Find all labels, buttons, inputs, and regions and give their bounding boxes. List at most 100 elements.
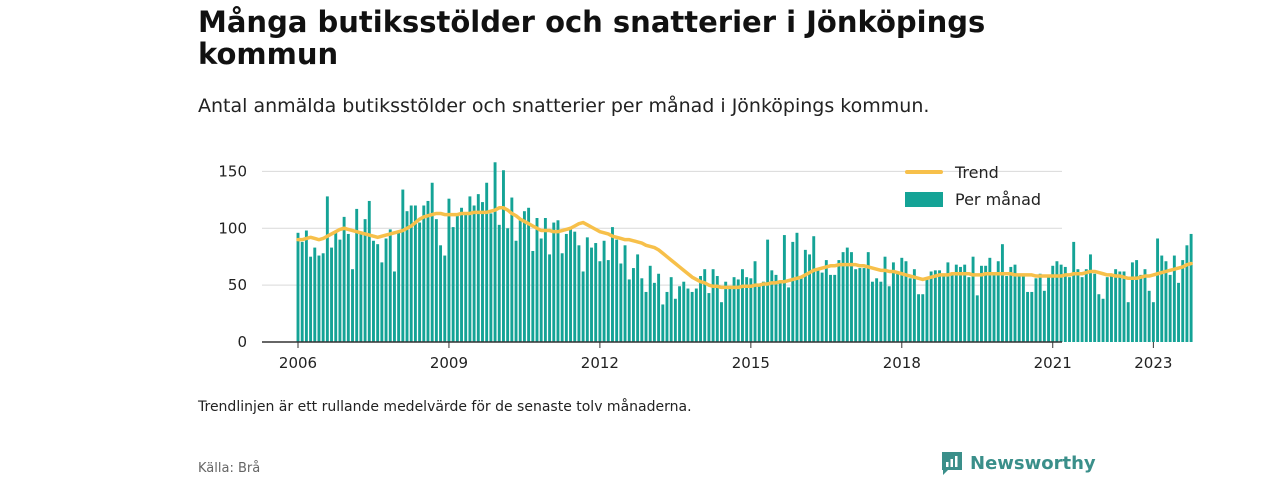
bar xyxy=(787,287,791,342)
bar xyxy=(1135,260,1139,342)
bar xyxy=(703,269,707,342)
bar xyxy=(870,281,874,342)
x-tick-label: 2015 xyxy=(732,354,770,372)
bar xyxy=(1151,302,1155,342)
bar xyxy=(950,273,954,342)
bar xyxy=(791,241,795,342)
bar xyxy=(514,240,518,342)
bar xyxy=(657,273,661,342)
bar xyxy=(891,262,895,343)
bar xyxy=(1000,244,1004,342)
bar xyxy=(1051,265,1055,342)
bar xyxy=(472,205,476,342)
bar xyxy=(493,162,497,342)
bar xyxy=(1034,278,1038,342)
bar xyxy=(699,276,702,342)
y-tick-label: 100 xyxy=(218,219,247,237)
bar xyxy=(812,236,816,342)
bar xyxy=(380,262,384,343)
bar xyxy=(1189,233,1193,342)
bar xyxy=(799,276,803,342)
bar xyxy=(1101,298,1105,342)
bar xyxy=(443,255,447,342)
brand-name: Newsworthy xyxy=(970,452,1096,474)
bar xyxy=(304,230,308,342)
bar xyxy=(527,207,531,342)
bar xyxy=(866,252,870,342)
brand-logo: Newsworthy xyxy=(940,450,1096,476)
x-tick-label: 2009 xyxy=(430,354,468,372)
y-tick-label: 0 xyxy=(237,333,247,351)
bar xyxy=(1185,245,1189,342)
bar xyxy=(476,194,480,343)
bar xyxy=(590,247,593,342)
bar xyxy=(1126,302,1130,342)
bar xyxy=(820,272,824,342)
bar xyxy=(946,262,950,343)
trend-line xyxy=(296,206,1193,290)
bar xyxy=(1118,271,1122,342)
bar xyxy=(481,202,484,342)
bar xyxy=(1139,274,1143,342)
bar xyxy=(1093,273,1097,342)
bar xyxy=(854,269,858,342)
bar xyxy=(615,239,619,343)
bar xyxy=(644,291,648,342)
bar xyxy=(1105,277,1109,342)
bar xyxy=(439,245,443,342)
bar xyxy=(908,278,912,342)
bar xyxy=(652,282,656,342)
bar xyxy=(342,216,346,343)
bar xyxy=(1005,276,1009,342)
x-tick-label: 2023 xyxy=(1134,354,1172,372)
bar xyxy=(447,198,451,342)
x-tick-label: 2006 xyxy=(279,354,317,372)
bar xyxy=(330,247,333,342)
bar xyxy=(757,286,761,342)
bar xyxy=(803,249,807,342)
bar xyxy=(539,238,543,342)
bar xyxy=(661,304,665,342)
bar xyxy=(543,218,547,342)
bar xyxy=(896,272,900,342)
bar xyxy=(351,269,354,342)
bar xyxy=(996,261,1000,342)
bar xyxy=(808,254,811,342)
bar xyxy=(397,232,401,342)
bar xyxy=(363,219,367,342)
bar xyxy=(631,268,635,342)
bar xyxy=(451,227,455,342)
bar xyxy=(673,298,677,342)
source-label: Källa: Brå xyxy=(198,461,261,476)
bar xyxy=(686,288,690,342)
bar xyxy=(522,211,526,342)
bar xyxy=(942,273,946,342)
bar xyxy=(1047,277,1050,342)
bar xyxy=(816,269,820,342)
bar xyxy=(611,227,614,342)
bar xyxy=(317,255,321,342)
bar xyxy=(1009,266,1013,342)
bar xyxy=(1164,261,1168,342)
bar xyxy=(510,197,514,342)
bar xyxy=(460,207,463,342)
bar xyxy=(749,278,753,342)
bar xyxy=(736,279,740,342)
bar xyxy=(640,278,644,342)
bar xyxy=(929,271,933,342)
bar xyxy=(829,274,832,342)
bar xyxy=(485,182,489,342)
bar xyxy=(938,270,941,342)
bar xyxy=(715,276,719,342)
bar xyxy=(1156,238,1160,342)
bar xyxy=(975,295,979,342)
bar xyxy=(388,229,392,342)
bar xyxy=(1076,269,1080,342)
bar xyxy=(1059,264,1063,342)
bar xyxy=(912,269,916,342)
bar xyxy=(782,235,786,342)
bar xyxy=(623,245,627,342)
bar xyxy=(845,247,849,342)
bar xyxy=(376,244,380,342)
bar xyxy=(1122,271,1126,342)
